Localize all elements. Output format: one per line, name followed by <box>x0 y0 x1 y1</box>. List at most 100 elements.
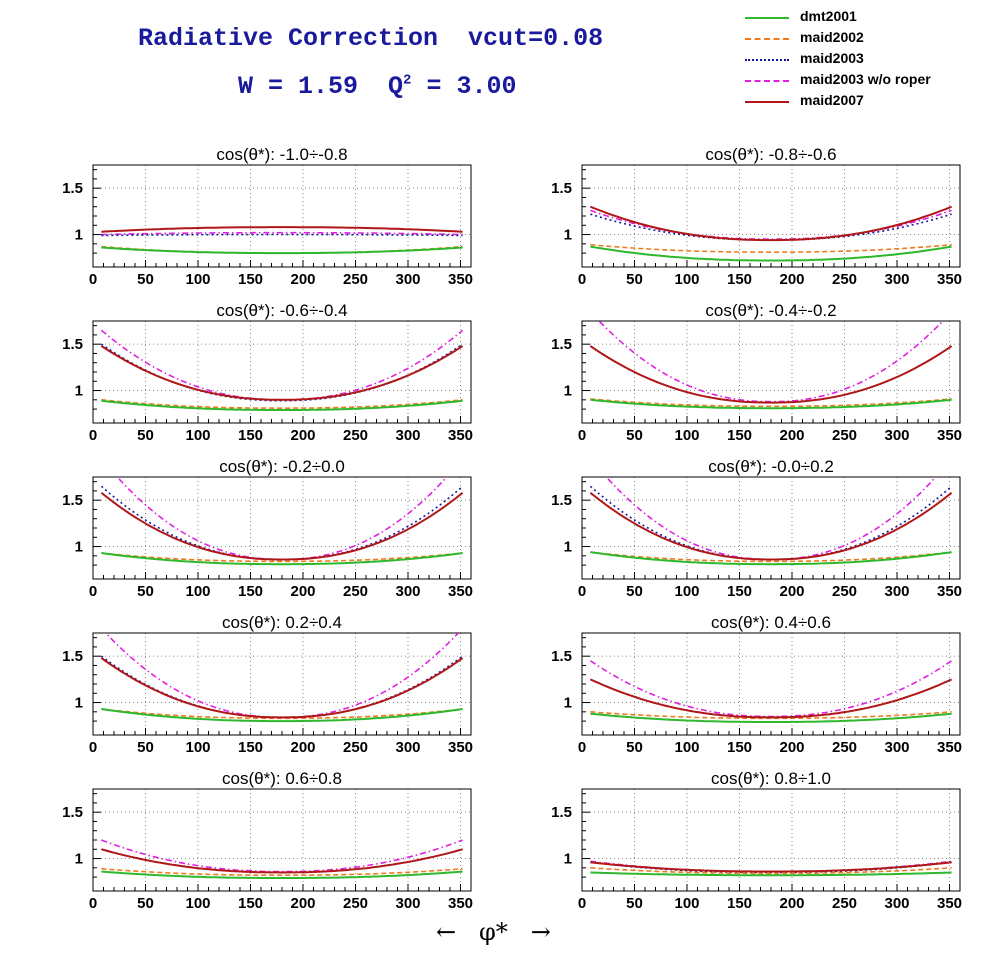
series-line-maid2002 <box>101 552 463 563</box>
x-tick-label: 200 <box>779 895 804 912</box>
y-tick-label: 1.5 <box>62 180 83 197</box>
series-line-dmt2001 <box>101 399 463 411</box>
x-tick-label: 50 <box>137 427 154 444</box>
legend-swatch <box>745 17 789 19</box>
y-tick-label: 1.5 <box>551 804 572 821</box>
chart-title: Radiative Correction vcut=0.08 <box>138 24 604 53</box>
x-tick-label: 300 <box>395 427 420 444</box>
series-line-maid2003 <box>100 343 464 402</box>
series-line-maid2007 <box>589 492 953 561</box>
x-tick-label: 300 <box>884 895 909 912</box>
series-line-maid2003 <box>100 485 464 561</box>
y-tick-label: 1 <box>564 539 572 556</box>
x-tick-label: 350 <box>448 271 473 288</box>
series-line-maid2007 <box>589 678 953 719</box>
panel-1: cos(θ*): -1.0÷-0.8 0 50 100 150 200 250 300 350 1… <box>62 145 473 288</box>
plot-frame <box>581 632 961 736</box>
series-line-maid2003 <box>589 345 953 404</box>
series-line-maid2002 <box>590 398 952 408</box>
series-line-dmt2001 <box>590 398 952 410</box>
series-line-dmt2001 <box>590 551 952 566</box>
series-line-maid2003-w-o-roper <box>101 231 463 236</box>
panel-title: cos(θ*): -0.0÷0.2 <box>708 457 834 476</box>
x-tick-label: 0 <box>89 739 97 756</box>
panel-title: cos(θ*): -0.4÷-0.2 <box>705 301 836 320</box>
legend: dmt2001 maid2002 maid2003 maid2003 w/o rope… <box>745 6 985 111</box>
x-tick-label: 50 <box>626 271 643 288</box>
subtitle-superscript: 2 <box>403 72 412 89</box>
legend-swatch <box>745 38 789 40</box>
subtitle-tail: = 3.00 <box>411 72 517 101</box>
x-tick-label: 250 <box>343 739 368 756</box>
y-tick-label: 1.5 <box>551 492 572 509</box>
legend-entry-maid2002: maid2002 <box>745 27 985 48</box>
panel-title: cos(θ*): -1.0÷-0.8 <box>216 145 347 164</box>
x-tick-label: 250 <box>832 427 857 444</box>
series-line-maid2002 <box>590 243 952 253</box>
series-line-dmt2001 <box>590 712 952 723</box>
y-tick-label: 1 <box>75 227 83 244</box>
x-tick-label: 350 <box>937 895 962 912</box>
legend-label: maid2003 w/o roper <box>800 71 931 87</box>
panel-10: cos(θ*): 0.8÷1.0 0 50 100 150 200 250 300 350 1 1.… <box>551 769 962 912</box>
series-line-maid2007 <box>101 226 463 233</box>
x-tick-label: 150 <box>238 583 263 600</box>
x-tick-label: 200 <box>779 271 804 288</box>
x-tick-label: 0 <box>578 427 586 444</box>
x-tick-label: 250 <box>832 271 857 288</box>
x-tick-label: 250 <box>832 739 857 756</box>
series-line-maid2007 <box>590 861 952 873</box>
x-tick-label: 300 <box>884 427 909 444</box>
y-tick-label: 1 <box>564 851 572 868</box>
x-tick-label: 300 <box>395 583 420 600</box>
y-tick-label: 1.5 <box>62 804 83 821</box>
panel-title: cos(θ*): 0.8÷1.0 <box>711 769 831 788</box>
x-tick-label: 350 <box>448 739 473 756</box>
x-tick-label: 200 <box>779 739 804 756</box>
x-tick-label: 50 <box>626 739 643 756</box>
series-line-dmt2001 <box>101 552 463 566</box>
y-tick-label: 1.5 <box>551 336 572 353</box>
x-tick-label: 0 <box>578 895 586 912</box>
series-line-maid2002 <box>101 399 463 410</box>
y-tick-label: 1 <box>564 695 572 712</box>
x-tick-label: 150 <box>727 271 752 288</box>
x-tick-label: 150 <box>727 895 752 912</box>
x-tick-label: 50 <box>137 895 154 912</box>
x-tick-label: 0 <box>578 739 586 756</box>
y-tick-label: 1 <box>75 383 83 400</box>
x-tick-label: 200 <box>290 583 315 600</box>
panel-5: cos(θ*): -0.2÷0.0 0 50 100 150 200 250 300 350 1 1… <box>62 457 473 600</box>
series-line-dmt2001 <box>590 871 952 877</box>
y-tick-label: 1.5 <box>551 648 572 665</box>
series-line-maid2003 <box>101 233 463 237</box>
x-tick-label: 50 <box>137 583 154 600</box>
y-tick-label: 1 <box>564 383 572 400</box>
x-tick-label: 200 <box>290 271 315 288</box>
x-tick-label: 100 <box>674 895 699 912</box>
plot-frame <box>92 632 472 736</box>
x-tick-label: 50 <box>626 895 643 912</box>
legend-entry-maid2003: maid2003 <box>745 48 985 69</box>
x-tick-label: 0 <box>578 271 586 288</box>
panel-title: cos(θ*): 0.6÷0.8 <box>222 769 342 788</box>
x-tick-label: 100 <box>185 739 210 756</box>
x-tick-label: 150 <box>238 895 263 912</box>
panel-3: cos(θ*): -0.6÷-0.4 0 50 100 150 200 250 300 350 1… <box>62 301 473 444</box>
legend-entry-maid2007: maid2007 <box>745 90 985 111</box>
x-tick-label: 200 <box>290 427 315 444</box>
series-line-maid2007 <box>100 657 464 719</box>
x-tick-label: 300 <box>884 583 909 600</box>
x-tick-label: 300 <box>395 739 420 756</box>
y-tick-label: 1 <box>75 539 83 556</box>
x-tick-label: 200 <box>779 427 804 444</box>
y-tick-label: 1.5 <box>551 180 572 197</box>
x-tick-label: 50 <box>137 271 154 288</box>
x-tick-label: 350 <box>937 583 962 600</box>
series-line-maid2003-w-o-roper <box>605 477 937 561</box>
panel-title: cos(θ*): 0.4÷0.6 <box>711 613 831 632</box>
legend-label: maid2002 <box>800 29 864 45</box>
x-tick-label: 100 <box>674 739 699 756</box>
panel-title: cos(θ*): -0.6÷-0.4 <box>216 301 347 320</box>
panel-title: cos(θ*): 0.2÷0.4 <box>222 613 342 632</box>
